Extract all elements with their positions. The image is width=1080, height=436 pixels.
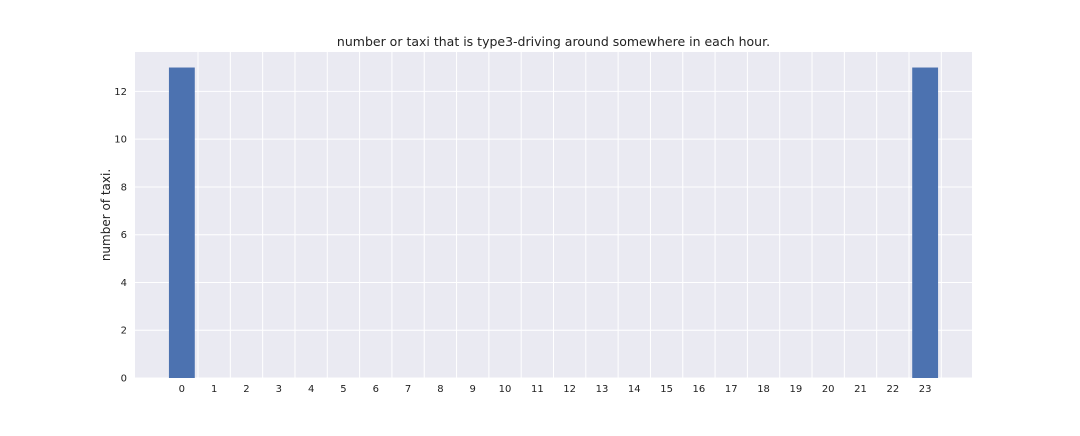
x-tick-labels: 0 1 2 3 4 5 6 7 8 9 10 11 12 13 14 15 16 17 18 19 20 21 22 23 (179, 384, 932, 395)
y-tick-label: 0 (121, 374, 127, 385)
bar (168, 67, 195, 379)
y-axis-label: number of taxi. (99, 169, 113, 261)
x-tick-label: 13 (596, 384, 609, 395)
x-tick-label: 4 (308, 384, 314, 395)
x-tick-label: 19 (790, 384, 803, 395)
x-tick-label: 21 (854, 384, 867, 395)
y-tick-labels: 0 2 4 6 8 10 12 (114, 87, 127, 385)
grid-lines (135, 52, 972, 379)
x-tick-label: 6 (373, 384, 379, 395)
bar (912, 67, 939, 379)
x-tick-label: 23 (919, 384, 932, 395)
x-tick-label: 7 (405, 384, 411, 395)
y-tick-label: 6 (121, 230, 127, 241)
x-tick-label: 22 (886, 384, 899, 395)
x-tick-label: 20 (822, 384, 835, 395)
y-tick-label: 4 (121, 278, 127, 289)
chart-title: number or taxi that is type3-driving aro… (337, 34, 770, 49)
x-tick-label: 11 (531, 384, 544, 395)
x-tick-label: 8 (437, 384, 443, 395)
x-tick-label: 17 (725, 384, 738, 395)
y-tick-label: 2 (121, 326, 127, 337)
y-tick-label: 10 (114, 135, 127, 146)
x-tick-label: 5 (340, 384, 346, 395)
x-tick-label: 0 (179, 384, 185, 395)
x-tick-label: 14 (628, 384, 641, 395)
x-tick-label: 1 (211, 384, 217, 395)
y-tick-label: 8 (121, 182, 127, 193)
x-tick-label: 2 (243, 384, 249, 395)
x-tick-label: 3 (276, 384, 282, 395)
x-tick-label: 16 (693, 384, 706, 395)
x-tick-label: 9 (470, 384, 476, 395)
x-tick-label: 10 (499, 384, 512, 395)
bars (168, 67, 939, 379)
x-tick-label: 18 (757, 384, 770, 395)
y-tick-label: 12 (114, 87, 127, 98)
x-tick-label: 12 (563, 384, 576, 395)
x-tick-label: 15 (660, 384, 673, 395)
